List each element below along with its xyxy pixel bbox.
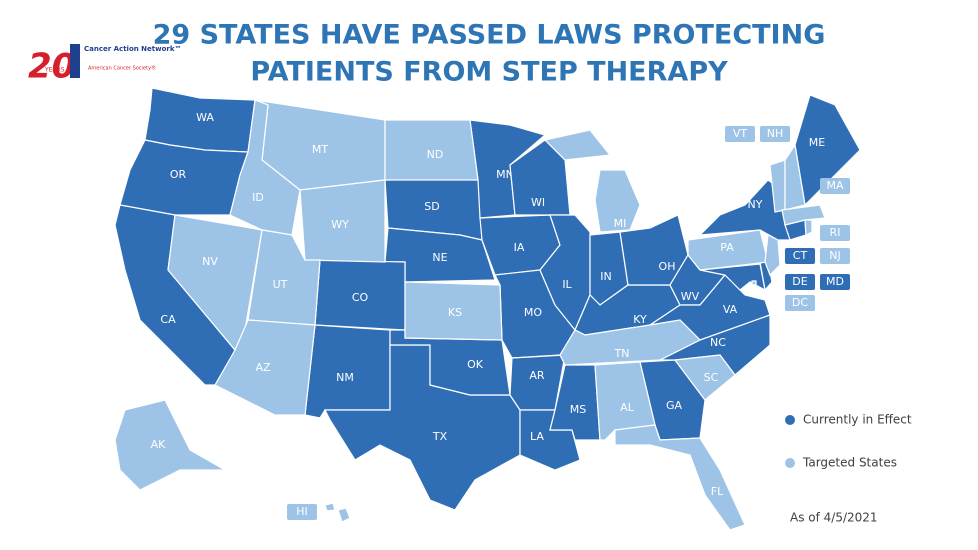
state-label-box — [287, 504, 317, 520]
state-label: IA — [514, 241, 525, 254]
state-label: DC — [792, 296, 808, 309]
state-shape — [614, 424, 746, 531]
logo-icon — [70, 44, 80, 78]
state-label-box — [760, 126, 790, 142]
state-label: KS — [448, 306, 462, 319]
state-label: MS — [570, 403, 586, 416]
state-label: UT — [273, 278, 288, 291]
state-label: AR — [529, 369, 545, 382]
state-label: GA — [666, 399, 683, 412]
state-label: NH — [767, 127, 784, 140]
legend-label: Currently in Effect — [803, 413, 912, 427]
footnote: As of 4/5/2021 — [790, 511, 878, 525]
state-shape — [299, 179, 386, 263]
title-line: 29 STATES HAVE PASSED LAWS PROTECTING — [153, 20, 826, 51]
state-label: NV — [202, 255, 218, 268]
title-line: PATIENTS FROM STEP THERAPY — [250, 57, 728, 88]
state-label: SC — [704, 371, 719, 384]
states: WA OR CA SD NE CO NM TX OK MN IA MO AR LA WI IL IN KY MS GA… — [114, 87, 861, 531]
state-shape — [543, 129, 641, 233]
state-label-box — [820, 274, 850, 290]
logo: 20 YEARS Cancer Action Network™ American… — [28, 44, 182, 87]
legend-marker — [785, 458, 795, 468]
state-label: LA — [530, 430, 544, 443]
state-shape — [214, 319, 316, 416]
state-label-box — [820, 248, 850, 264]
state-label: OR — [170, 168, 187, 181]
state-label: MA — [826, 179, 843, 192]
state-label: NE — [432, 251, 447, 264]
state-label: VA — [723, 303, 738, 316]
state-label: OK — [467, 358, 484, 371]
state-label: TN — [614, 347, 630, 360]
state-shape — [404, 281, 503, 341]
state-shape — [673, 354, 736, 401]
state-label: AK — [151, 438, 167, 451]
state-shape — [804, 219, 813, 236]
state-label: HI — [296, 505, 308, 518]
state-shape — [699, 263, 766, 292]
logo-parent: American Cancer Society® — [88, 65, 156, 72]
state-label: CO — [352, 291, 369, 304]
state-label: MN — [496, 168, 514, 181]
state-label: RI — [830, 226, 841, 239]
state-label: CT — [793, 249, 808, 262]
state-label: SD — [424, 200, 439, 213]
state-label: TX — [432, 430, 448, 443]
state-label: VT — [733, 127, 748, 140]
state-label: ID — [252, 191, 264, 204]
state-label: NY — [748, 198, 763, 211]
state-label: CA — [160, 313, 176, 326]
state-label: WV — [681, 290, 700, 303]
state-label: WY — [331, 218, 349, 231]
state-label: AZ — [255, 361, 271, 374]
state-label: WI — [531, 196, 545, 209]
state-shape — [384, 119, 479, 181]
state-label: IL — [562, 278, 572, 291]
state-label: PA — [720, 241, 734, 254]
state-label: NM — [336, 371, 354, 384]
state-label: NJ — [829, 249, 840, 262]
state-shape — [781, 204, 826, 226]
state-label-box — [820, 225, 850, 241]
state-shape — [751, 280, 757, 286]
state-shape — [764, 234, 781, 277]
state-label: ME — [809, 136, 825, 149]
state-label: MO — [524, 306, 542, 319]
state-shape — [559, 319, 702, 366]
state-shape — [324, 502, 351, 523]
logo-years: YEARS — [44, 67, 65, 74]
legend-label: Targeted States — [802, 456, 897, 470]
state-label-box — [785, 274, 815, 290]
state-label: NC — [710, 336, 726, 349]
state-label: FL — [711, 485, 724, 498]
legend-marker — [785, 415, 795, 425]
logo-number: 20 — [28, 47, 75, 87]
state-label: OH — [659, 260, 676, 273]
state-label-box — [785, 248, 815, 264]
state-shape — [784, 143, 806, 211]
state-label-box — [785, 295, 815, 311]
state-label: IN — [600, 270, 611, 283]
state-label: ND — [427, 148, 444, 161]
state-label: KY — [633, 313, 647, 326]
state-label: MD — [826, 275, 844, 288]
state-label-box — [725, 126, 755, 142]
state-label-box — [820, 178, 850, 194]
state-shape — [114, 399, 228, 491]
state-label: DE — [792, 275, 807, 288]
state-shape — [687, 229, 769, 271]
state-label: MI — [614, 217, 627, 230]
state-label: AL — [620, 401, 635, 414]
state-label: MT — [312, 143, 328, 156]
state-label: WA — [196, 111, 214, 124]
logo-name: Cancer Action Network™ — [84, 45, 182, 53]
